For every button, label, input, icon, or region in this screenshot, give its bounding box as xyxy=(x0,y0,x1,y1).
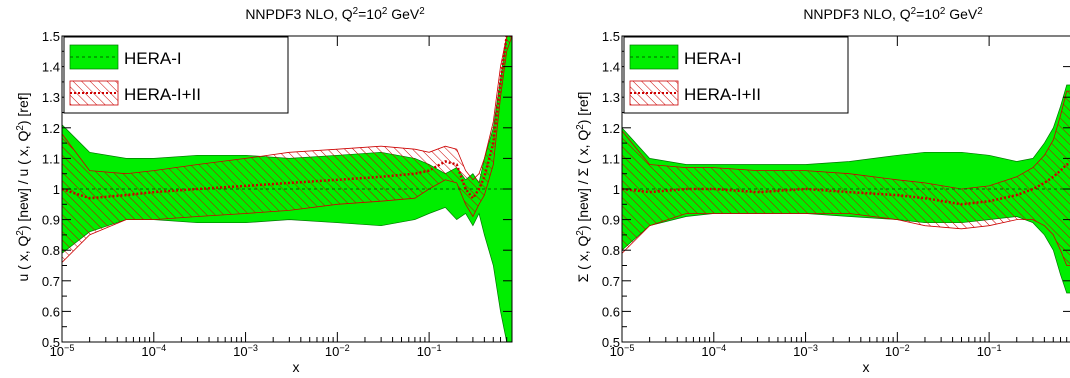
band-hera-i-ii xyxy=(62,36,512,263)
x-tick-base: 10 xyxy=(793,344,807,359)
legend-label-hera-i: HERA-I xyxy=(684,49,742,68)
y-tick-label: 0.7 xyxy=(42,274,60,289)
y-tick-label: 0.6 xyxy=(602,304,620,319)
title-sup: 2 xyxy=(353,6,358,17)
x-tick-base: 10 xyxy=(50,344,64,359)
x-tick-exponent: −3 xyxy=(248,343,258,353)
y-tick-label: 1.4 xyxy=(602,60,620,75)
title-part: NNPDF3 NLO, Q xyxy=(245,6,352,22)
x-tick-label: 10−1 xyxy=(417,343,442,359)
y-label-part: Σ ( x, Q xyxy=(575,236,591,283)
y-tick-label: 0.9 xyxy=(602,213,620,228)
x-tick-exponent: −5 xyxy=(64,343,74,353)
x-tick-exponent: −4 xyxy=(716,343,726,353)
y-tick-label: 0.8 xyxy=(42,243,60,258)
title-sup: 2 xyxy=(940,6,945,17)
y-tick-label: 0.6 xyxy=(42,304,60,319)
chart-title: NNPDF3 NLO, Q2=102 GeV2 xyxy=(803,6,982,23)
x-tick-exponent: −1 xyxy=(991,343,1001,353)
x-tick-exponent: −4 xyxy=(156,343,166,353)
plot-area xyxy=(622,84,1070,294)
x-axis-label: x xyxy=(863,359,870,375)
y-tick-label: 0.9 xyxy=(42,213,60,228)
y-axis-label: Σ ( x, Q2) [new] / Σ ( x, Q2) [ref] xyxy=(575,92,592,283)
x-tick-label: 10−2 xyxy=(325,343,350,359)
chart-panel-sigma-ratio: 0.50.60.70.80.911.11.21.31.41.510−5 10−4 1… xyxy=(575,6,1070,375)
y-label-part: ) [new] / Σ ( x, Q xyxy=(575,130,591,231)
x-tick-label: 10−4 xyxy=(141,343,166,359)
y-label-sup: 2 xyxy=(15,125,26,130)
x-tick-base: 10 xyxy=(610,344,624,359)
y-tick-label: 0.8 xyxy=(602,243,620,258)
y-label-sup: 2 xyxy=(575,124,586,129)
x-tick-label: 10−4 xyxy=(701,343,726,359)
title-part: =10 xyxy=(916,6,940,22)
x-tick-label: 10−1 xyxy=(977,343,1002,359)
y-tick-label: 0.5 xyxy=(42,335,60,350)
y-label-part: ) [new] / u ( x, Q xyxy=(15,130,31,230)
chart-title: NNPDF3 NLO, Q2=102 GeV2 xyxy=(245,6,424,23)
y-label-sup: 2 xyxy=(15,230,26,235)
x-tick-exponent: −3 xyxy=(808,343,818,353)
y-label-part: ) [ref] xyxy=(575,92,591,125)
x-tick-exponent: −2 xyxy=(339,343,349,353)
x-tick-exponent: −5 xyxy=(624,343,634,353)
central-line-hera-i-ii xyxy=(62,36,512,201)
y-tick-label: 1.2 xyxy=(42,121,60,136)
y-tick-label: 1.2 xyxy=(602,121,620,136)
x-tick-base: 10 xyxy=(417,344,431,359)
x-tick-label: 10−5 xyxy=(50,343,75,359)
band-hera-i-ii xyxy=(622,90,1070,266)
y-label-part: u ( x, Q xyxy=(15,236,31,282)
y-tick-label: 1.3 xyxy=(602,90,620,105)
x-axis-label: x xyxy=(293,359,300,375)
title-part: NNPDF3 NLO, Q xyxy=(803,6,910,22)
y-tick-label: 1.4 xyxy=(42,60,60,75)
title-sup: 2 xyxy=(977,6,982,17)
y-label-part: ) [ref] xyxy=(15,92,31,125)
x-tick-exponent: −2 xyxy=(899,343,909,353)
x-tick-exponent: −1 xyxy=(431,343,441,353)
legend: HERA-I HERA-I+II xyxy=(63,36,289,114)
y-tick-label: 1.1 xyxy=(602,151,620,166)
x-tick-base: 10 xyxy=(233,344,247,359)
plot-area xyxy=(62,36,512,342)
y-tick-label: 1.5 xyxy=(602,29,620,44)
legend-label-hera-i-ii: HERA-I+II xyxy=(124,85,201,104)
x-tick-base: 10 xyxy=(141,344,155,359)
chart-panel-u-ratio: 0.50.60.70.80.911.11.21.31.41.510−5 10−4 1… xyxy=(15,6,513,375)
y-tick-label: 0.7 xyxy=(602,274,620,289)
x-tick-label: 10−3 xyxy=(793,343,818,359)
x-tick-base: 10 xyxy=(977,344,991,359)
y-tick-label: 1.5 xyxy=(42,29,60,44)
title-sup: 2 xyxy=(911,6,916,17)
x-tick-base: 10 xyxy=(701,344,715,359)
y-label-sup: 2 xyxy=(575,230,586,235)
legend-label-hera-i: HERA-I xyxy=(124,49,182,68)
legend: HERA-I HERA-I+II xyxy=(623,36,849,114)
title-part: GeV xyxy=(387,6,420,22)
x-tick-base: 10 xyxy=(325,344,339,359)
legend-label-hera-i-ii: HERA-I+II xyxy=(684,85,761,104)
y-tick-label: 1 xyxy=(53,182,60,197)
y-tick-label: 1.3 xyxy=(42,90,60,105)
y-tick-label: 1.1 xyxy=(42,151,60,166)
x-tick-label: 10−3 xyxy=(233,343,258,359)
x-tick-label: 10−5 xyxy=(610,343,635,359)
title-part: =10 xyxy=(358,6,382,22)
title-sup: 2 xyxy=(419,6,424,17)
x-tick-label: 10−2 xyxy=(885,343,910,359)
y-tick-label: 1 xyxy=(613,182,620,197)
title-part: GeV xyxy=(945,6,978,22)
y-tick-label: 0.5 xyxy=(602,335,620,350)
title-sup: 2 xyxy=(382,6,387,17)
x-tick-base: 10 xyxy=(885,344,899,359)
y-axis-label: u ( x, Q2) [new] / u ( x, Q2) [ref] xyxy=(15,92,32,281)
